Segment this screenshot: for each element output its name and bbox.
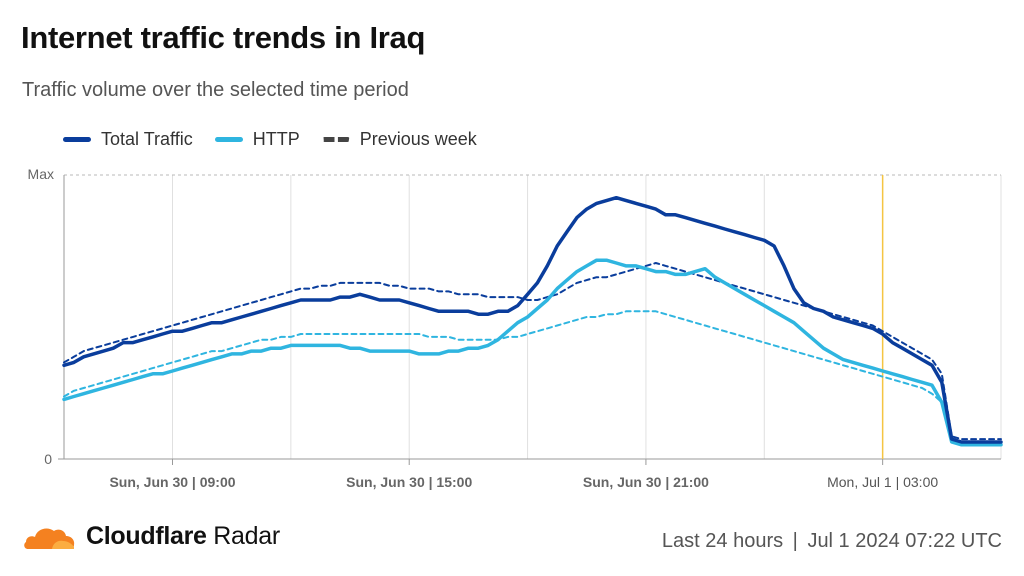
x-tick-label-2: Sun, Jun 30 | 21:00 <box>583 474 709 490</box>
legend-label-previous-week: Previous week <box>359 129 477 149</box>
x-tick-label-3: Mon, Jul 1 | 03:00 <box>827 474 938 490</box>
x-tick-label-1: Sun, Jun 30 | 15:00 <box>346 474 472 490</box>
y-tick-label-max: Max <box>28 166 54 182</box>
legend-item-total[interactable]: Total Traffic <box>63 129 193 150</box>
chart-title: Internet traffic trends in Iraq <box>21 20 426 55</box>
legend-item-http[interactable]: HTTP <box>214 129 300 150</box>
cloudflare-cloud-icon <box>24 528 75 549</box>
legend-swatch-total <box>63 137 91 142</box>
series-line-total-prev <box>63 262 1002 441</box>
brand-name-bold: Cloudflare <box>86 522 207 550</box>
brand-name-rest: Radar <box>206 522 280 550</box>
brand-name: Cloudflare Radar <box>86 522 280 551</box>
timeframe-caption: Last 24 hours | Jul 1 2024 07:22 UTC <box>662 530 1002 553</box>
legend-swatch-previous-week <box>321 137 350 142</box>
chart-subtitle: Traffic volume over the selected time pe… <box>22 79 409 101</box>
series-line-http-prev <box>63 310 1002 446</box>
chart-legend: Total Traffic HTTP Previous week <box>63 129 477 150</box>
legend-swatch-http <box>214 137 243 142</box>
timeframe-range: Last 24 hours <box>661 530 784 552</box>
timeframe-separator: | <box>792 530 798 552</box>
legend-label-total: Total Traffic <box>101 129 193 149</box>
timeframe-timestamp: Jul 1 2024 07:22 UTC <box>807 530 1002 552</box>
x-tick-label-0: Sun, Jun 30 | 09:00 <box>109 474 235 490</box>
series-line-http <box>62 258 1003 447</box>
cloudflare-radar-logo: Cloudflare Radar <box>22 522 280 551</box>
legend-label-http: HTTP <box>252 129 300 149</box>
legend-item-previous-week[interactable]: Previous week <box>321 129 477 150</box>
series-line-total <box>62 195 1003 444</box>
y-tick-label-zero: 0 <box>44 451 52 467</box>
